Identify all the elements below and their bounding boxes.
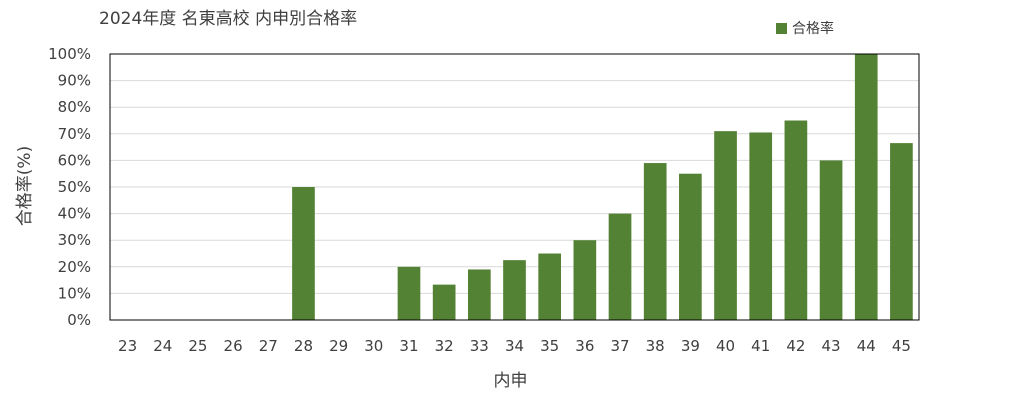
x-tick-label: 41 — [751, 337, 770, 355]
x-axis-title: 内申 — [494, 371, 528, 391]
x-tick-label: 38 — [646, 337, 665, 355]
x-tick-label: 29 — [329, 337, 348, 355]
y-tick-label: 80% — [58, 98, 91, 116]
x-tick-label: 31 — [399, 337, 418, 355]
legend-label: 合格率 — [792, 21, 834, 37]
bar-39 — [679, 173, 702, 320]
bar-41 — [749, 132, 773, 320]
bar-37 — [608, 213, 632, 320]
legend-swatch — [776, 22, 787, 34]
x-tick-label: 44 — [857, 337, 876, 355]
x-tick-label: 26 — [224, 337, 243, 355]
x-tick-label: 36 — [575, 337, 594, 355]
x-tick-label: 25 — [188, 337, 207, 355]
bar-38 — [643, 163, 667, 320]
bar-45 — [890, 143, 913, 320]
x-tick-label: 43 — [822, 337, 841, 355]
x-tick-labels: 23 24 25 26 27 28 29 30 31 32 33 34 35 36 37 38 39 40 41 42… — [118, 337, 911, 355]
bar-32 — [432, 284, 456, 320]
x-tick-label: 34 — [505, 337, 524, 355]
chart-title: 2024年度 名東高校 内申別合格率 — [99, 9, 358, 29]
x-tick-label: 28 — [294, 337, 313, 355]
bar-35 — [538, 253, 562, 320]
x-tick-label: 42 — [786, 337, 805, 355]
y-tick-label: 70% — [58, 125, 91, 143]
bar-34 — [503, 260, 526, 320]
bar-31 — [397, 266, 421, 320]
x-tick-label: 32 — [435, 337, 454, 355]
x-tick-label: 35 — [540, 337, 559, 355]
bar-44 — [854, 54, 878, 320]
y-tick-label: 40% — [58, 205, 91, 223]
plot-frame — [109, 53, 920, 321]
x-tick-label: 27 — [259, 337, 278, 355]
x-tick-label: 37 — [610, 337, 629, 355]
y-tick-label: 60% — [58, 151, 91, 169]
bar-43 — [819, 160, 843, 320]
y-tick-labels: 0% 10% 20% 30% 40% 50% 60% 70% 80% 90% 100% — [48, 45, 91, 329]
y-tick-label: 10% — [58, 284, 91, 302]
x-tick-label: 24 — [153, 337, 172, 355]
y-tick-label: 30% — [58, 231, 91, 249]
bar-40 — [714, 131, 737, 320]
x-tick-label: 23 — [118, 337, 137, 355]
bar-33 — [467, 269, 491, 320]
x-tick-label: 39 — [681, 337, 700, 355]
x-tick-label: 33 — [470, 337, 489, 355]
bars — [292, 54, 913, 320]
y-axis-title: 合格率(%) — [15, 146, 35, 226]
x-tick-label: 45 — [892, 337, 911, 355]
y-tick-label: 90% — [58, 72, 91, 90]
y-tick-label: 20% — [58, 258, 91, 276]
x-tick-label: 30 — [364, 337, 383, 355]
y-tick-label: 50% — [58, 178, 91, 196]
y-tick-label: 0% — [67, 311, 91, 329]
legend: 合格率 — [776, 18, 834, 38]
y-tick-label: 100% — [48, 45, 91, 63]
bar-42 — [784, 120, 808, 320]
x-tick-label: 40 — [716, 337, 735, 355]
bar-36 — [573, 240, 597, 320]
bar-28 — [292, 187, 315, 320]
